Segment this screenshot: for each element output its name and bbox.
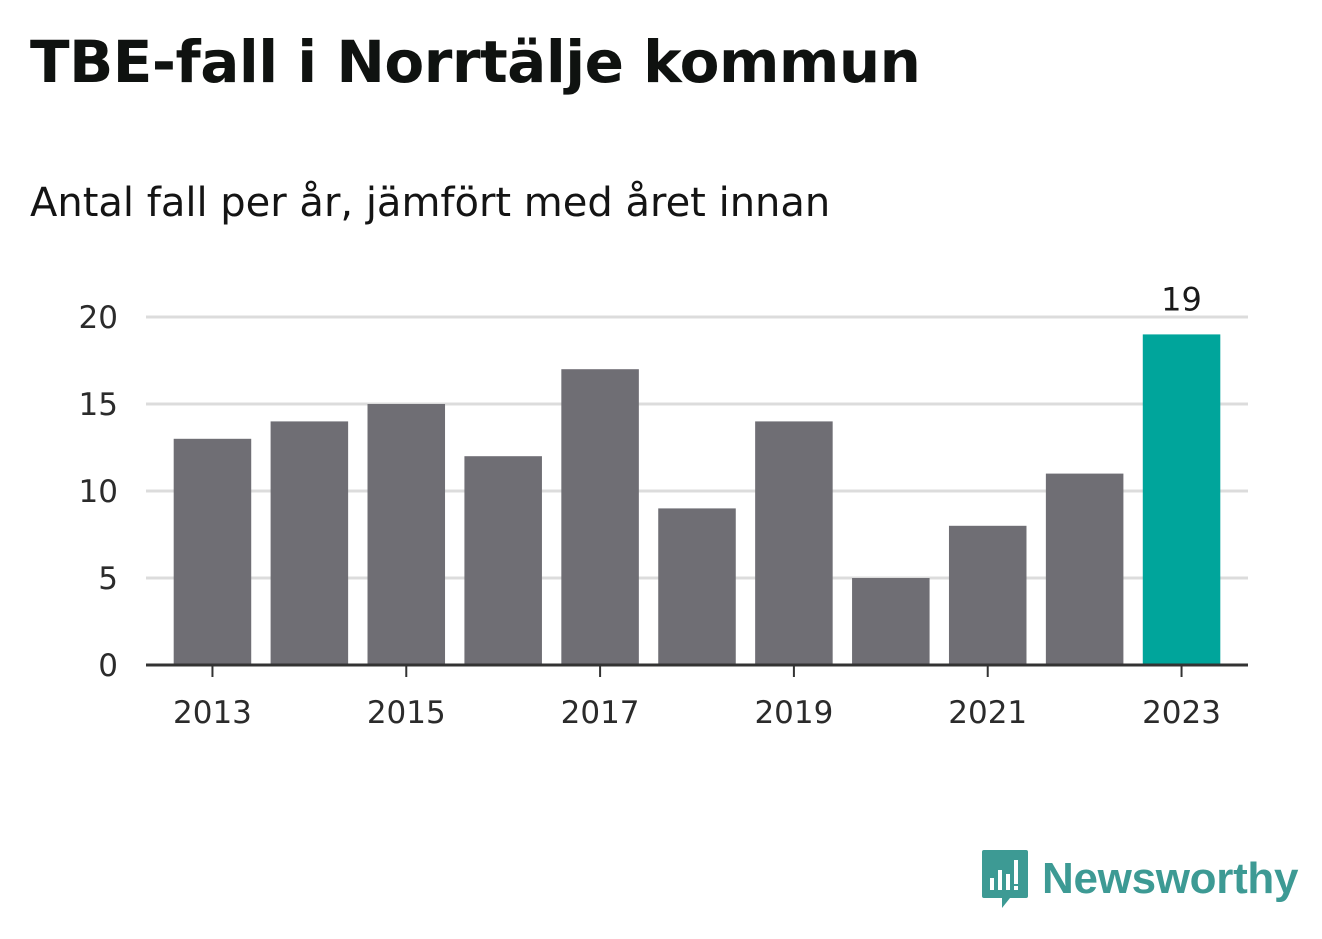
brand-logo: Newsworthy <box>980 848 1298 910</box>
bar-2018 <box>658 508 736 665</box>
y-tick-labels: 0 5 10 15 20 <box>79 300 118 684</box>
y-tick-label: 10 <box>79 474 118 510</box>
y-tick-label: 20 <box>79 300 118 336</box>
x-tick-label: 2023 <box>1142 695 1221 731</box>
bar-2020 <box>852 578 930 665</box>
bar-2022 <box>1045 473 1124 665</box>
bar-2023 <box>1142 334 1221 665</box>
bar-2019 <box>755 421 833 665</box>
x-tick-label: 2015 <box>367 695 446 731</box>
chart-subtitle: Antal fall per år, jämfört med året inna… <box>30 180 831 226</box>
y-tick-label: 5 <box>98 561 118 597</box>
newsworthy-logo-icon <box>982 850 1028 908</box>
brand-name: Newsworthy <box>1042 854 1299 903</box>
x-tick-label: 2017 <box>561 695 640 731</box>
bar-2021 <box>948 525 1027 665</box>
bar-2016 <box>464 456 542 665</box>
bar-2013 <box>173 438 252 665</box>
bar-2015 <box>367 404 446 665</box>
bars <box>173 334 1221 665</box>
chart-title: TBE-fall i Norrtälje kommun <box>30 28 921 96</box>
x-tick-label: 2013 <box>173 695 252 731</box>
y-tick-label: 15 <box>79 387 118 423</box>
x-tick-label: 2021 <box>948 695 1027 731</box>
x-tick-label: 2019 <box>754 695 833 731</box>
x-tick-labels: 2013 2015 2017 2019 2021 2023 <box>173 665 1221 731</box>
value-label-pointer <box>1174 322 1189 331</box>
bar-chart: 0 5 10 15 20 2013 2015 2017 2019 2021 2023 19 <box>79 280 1248 731</box>
annotations: 19 <box>1161 280 1202 331</box>
value-label-2023: 19 <box>1161 280 1202 318</box>
bar-2017 <box>561 369 639 665</box>
y-tick-label: 0 <box>98 648 118 684</box>
bar-2014 <box>270 421 349 665</box>
